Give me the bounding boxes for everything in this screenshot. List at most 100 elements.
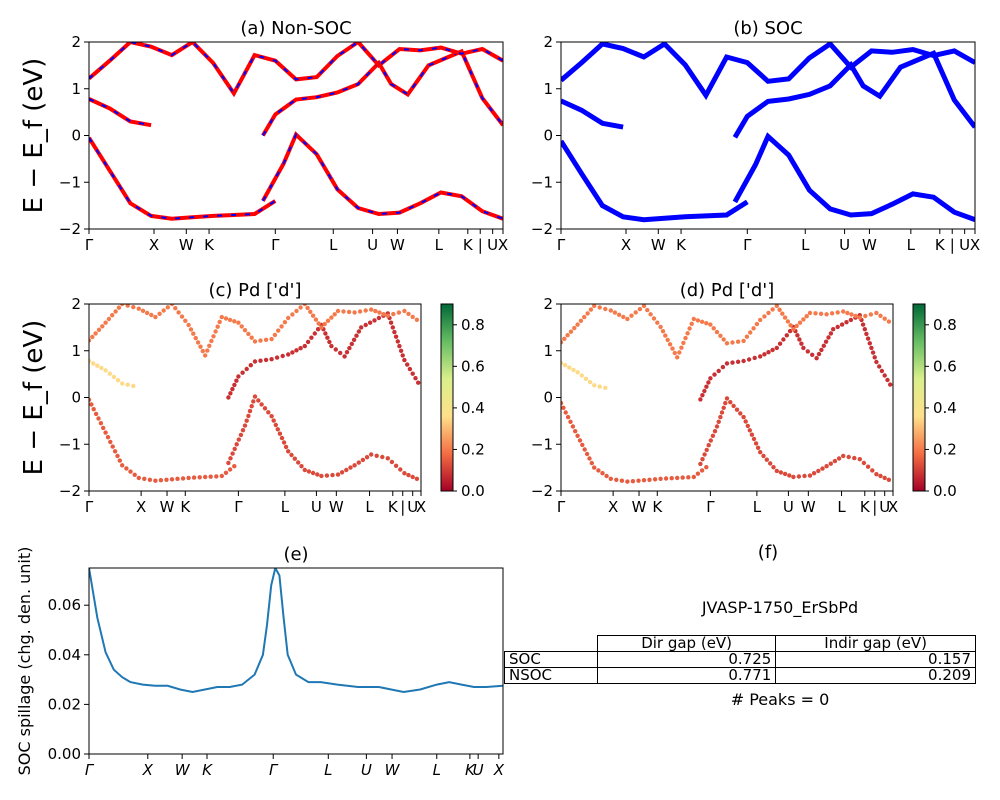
projected-band-point [578,318,584,323]
projected-band-point [787,473,792,478]
projected-band-point [214,474,219,479]
x-tick-label: W [651,236,666,254]
x-tick-label: W [801,498,816,516]
projected-band-point [749,432,755,437]
x-tick-label: U [839,236,850,254]
projected-band-point [770,307,775,312]
projected-band-point [821,343,826,348]
projected-band-point [675,475,680,481]
projected-band-point [791,474,796,480]
projected-band-point [136,475,141,481]
band-line-soc [561,98,624,130]
x-tick-label: U [311,498,322,516]
projected-band-point [882,316,887,321]
projected-band-point [252,359,258,364]
projected-band-point [338,350,343,356]
projected-band-point [741,338,746,344]
projected-band-point [98,421,104,426]
colorbar-tick-label: 0.8 [933,316,957,334]
projected-band-point [600,471,605,476]
projected-band-point [799,341,804,346]
projected-band-point [877,364,882,369]
projected-band-point [262,406,268,411]
projected-band-point [835,310,840,315]
projected-band-point [410,474,415,480]
projected-band-point [785,319,791,324]
projected-band-point [702,388,707,394]
projected-band-point [865,464,871,469]
projected-band-point [663,333,668,338]
projected-band-point [323,331,328,336]
colorbar [912,303,926,492]
projected-band-point [390,325,395,330]
projected-band-point [699,319,705,324]
x-tick-label: K [463,236,474,254]
projected-band-point [746,357,752,362]
projected-band-point [561,405,566,410]
y-tick-label: −2 [531,482,553,500]
projected-band-point [794,323,799,329]
projected-band-point [764,457,769,462]
projected-band-point [708,376,713,381]
x-tick-label: W [160,498,175,516]
band-line-dashed [89,137,276,220]
projected-band-point [329,315,334,320]
projected-band-point [879,368,885,374]
projected-band-point [188,327,194,332]
projected-band-point [410,371,415,376]
projected-band-point [575,433,580,438]
projected-band-point [853,313,858,319]
projected-band-point [849,312,854,317]
projected-band-point [868,312,874,317]
projected-band-point [886,477,892,482]
x-tick-label: Γ [557,236,566,254]
projected-band-point [227,317,233,323]
projected-band-point [203,474,208,480]
projected-band-point [93,411,99,417]
projected-band-point [342,354,347,359]
projected-band-point [777,307,782,312]
projected-band-point [807,310,813,316]
panel-title: (b) SOC [733,18,802,39]
projected-band-point [804,314,809,319]
x-tick-label: L [801,236,810,254]
panel-title: (e) [283,544,308,565]
gap-table-header-row: Dir gap (eV) Indir gap (eV) [505,635,976,652]
projected-band-point [281,440,287,445]
projected-band-point [198,344,203,349]
projected-band-point [294,308,299,314]
projected-band-point [385,456,390,461]
projected-band-point [360,457,366,463]
projected-band-point [723,400,728,406]
projected-band-point [209,338,214,344]
projected-band-point [115,378,121,383]
projected-band-point [393,463,399,468]
x-tick-label: U [879,498,890,516]
projected-band-point [625,316,630,322]
x-tick-label: Γ [557,498,566,516]
projected-band-point [698,397,703,402]
projected-band-point [315,327,321,332]
x-tick-label: | [950,236,955,254]
projected-band-point [754,321,760,327]
projected-band-point [292,456,297,461]
projected-band-point [310,313,316,318]
projected-band-point [392,329,397,335]
projected-band-point [153,314,158,320]
x-tick-label: L [435,236,444,254]
projected-band-point [869,345,874,351]
projected-band-point [234,378,239,383]
projected-band-point [136,306,141,311]
projected-band-point [774,345,779,351]
projected-band-point [720,364,726,370]
y-axis-label: E − E_f (eV) [19,58,49,214]
projected-band-point [207,343,212,348]
projected-band-point [91,407,96,412]
plot-area [89,568,503,694]
projected-band-point [176,310,181,315]
x-tick-label: X [621,236,631,254]
projected-band-point [580,442,585,448]
projected-band-point [816,351,822,357]
projected-band-point [347,345,352,351]
projected-band-point [110,444,115,449]
